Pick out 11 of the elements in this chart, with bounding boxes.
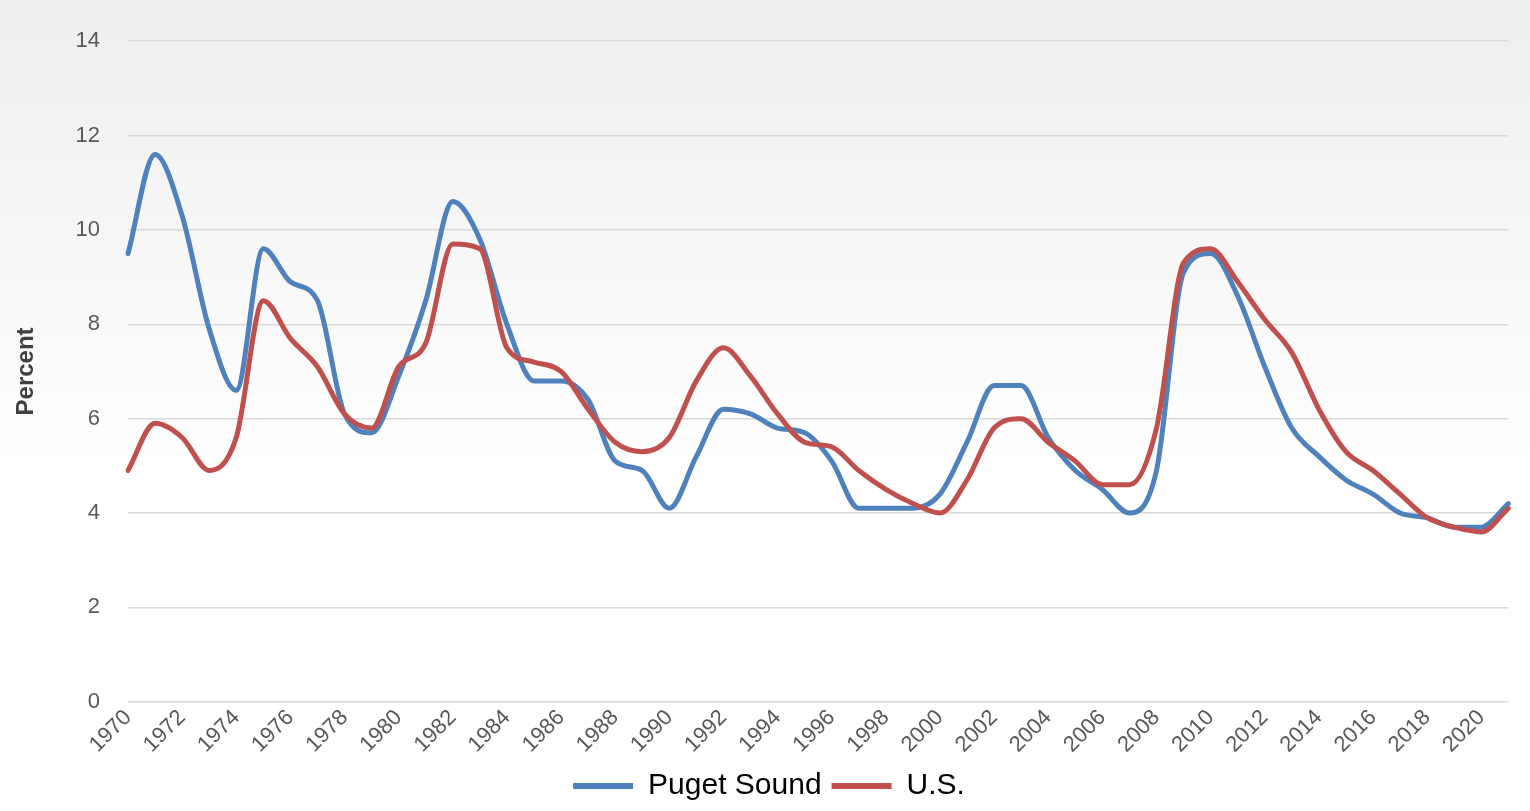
y-tick-label: 2 xyxy=(87,593,100,619)
legend-label: Puget Sound xyxy=(648,767,822,801)
y-tick-label: 10 xyxy=(75,215,100,241)
y-tick-label: 12 xyxy=(75,121,100,147)
y-tick-label: 8 xyxy=(87,310,100,336)
y-tick-label: 14 xyxy=(75,27,100,53)
y-tick-label: 6 xyxy=(87,404,100,430)
y-tick-label: 4 xyxy=(87,499,100,525)
legend-label: U.S. xyxy=(906,767,965,801)
y-tick-label: 0 xyxy=(87,687,100,713)
y-axis-title: Percent xyxy=(11,327,39,416)
